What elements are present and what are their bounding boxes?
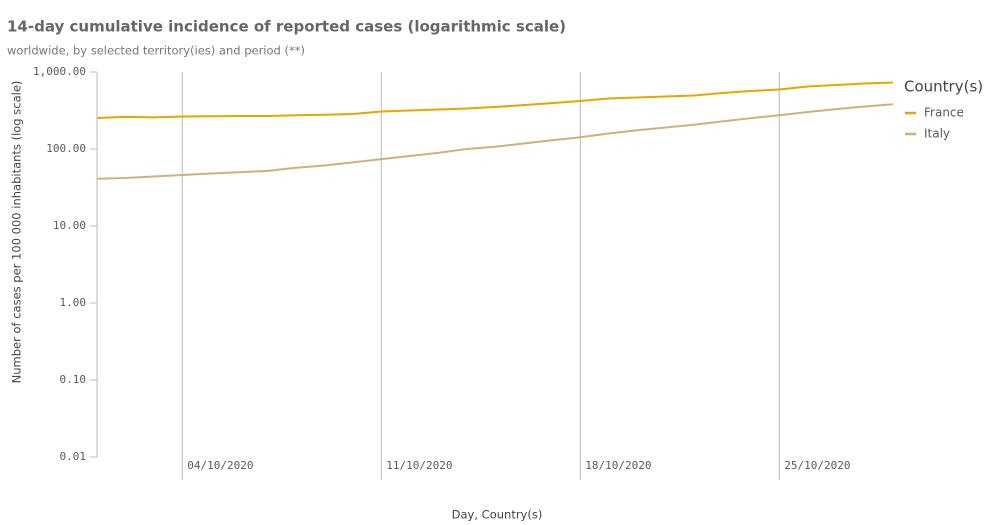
chart-subtitle: worldwide, by selected territory(ies) an… xyxy=(7,44,305,58)
series-line xyxy=(96,81,894,119)
chart-title: 14-day cumulative incidence of reported … xyxy=(7,18,566,36)
x-tick-label: 25/10/2020 xyxy=(784,459,850,472)
x-tick-label: 04/10/2020 xyxy=(187,459,253,472)
x-tick-label: 11/10/2020 xyxy=(386,459,452,472)
y-tick-label: 10.00 xyxy=(53,219,86,232)
y-tick-label: 1.00 xyxy=(60,296,87,309)
x-tick-label: 18/10/2020 xyxy=(585,459,651,472)
y-axis-title: Number of cases per 100 000 inhabitants … xyxy=(10,81,24,384)
y-tick-label: 0.10 xyxy=(60,373,87,386)
legend-label: Italy xyxy=(924,127,950,141)
y-tick-label: 100.00 xyxy=(46,142,86,155)
series-line xyxy=(96,103,894,180)
legend-label: France xyxy=(924,106,964,120)
x-axis-title: Day, Country(s) xyxy=(452,508,543,522)
y-tick-label: 1,000.00 xyxy=(33,65,86,78)
legend-title: Country(s) xyxy=(904,78,983,96)
y-tick-label: 0.01 xyxy=(60,450,87,463)
